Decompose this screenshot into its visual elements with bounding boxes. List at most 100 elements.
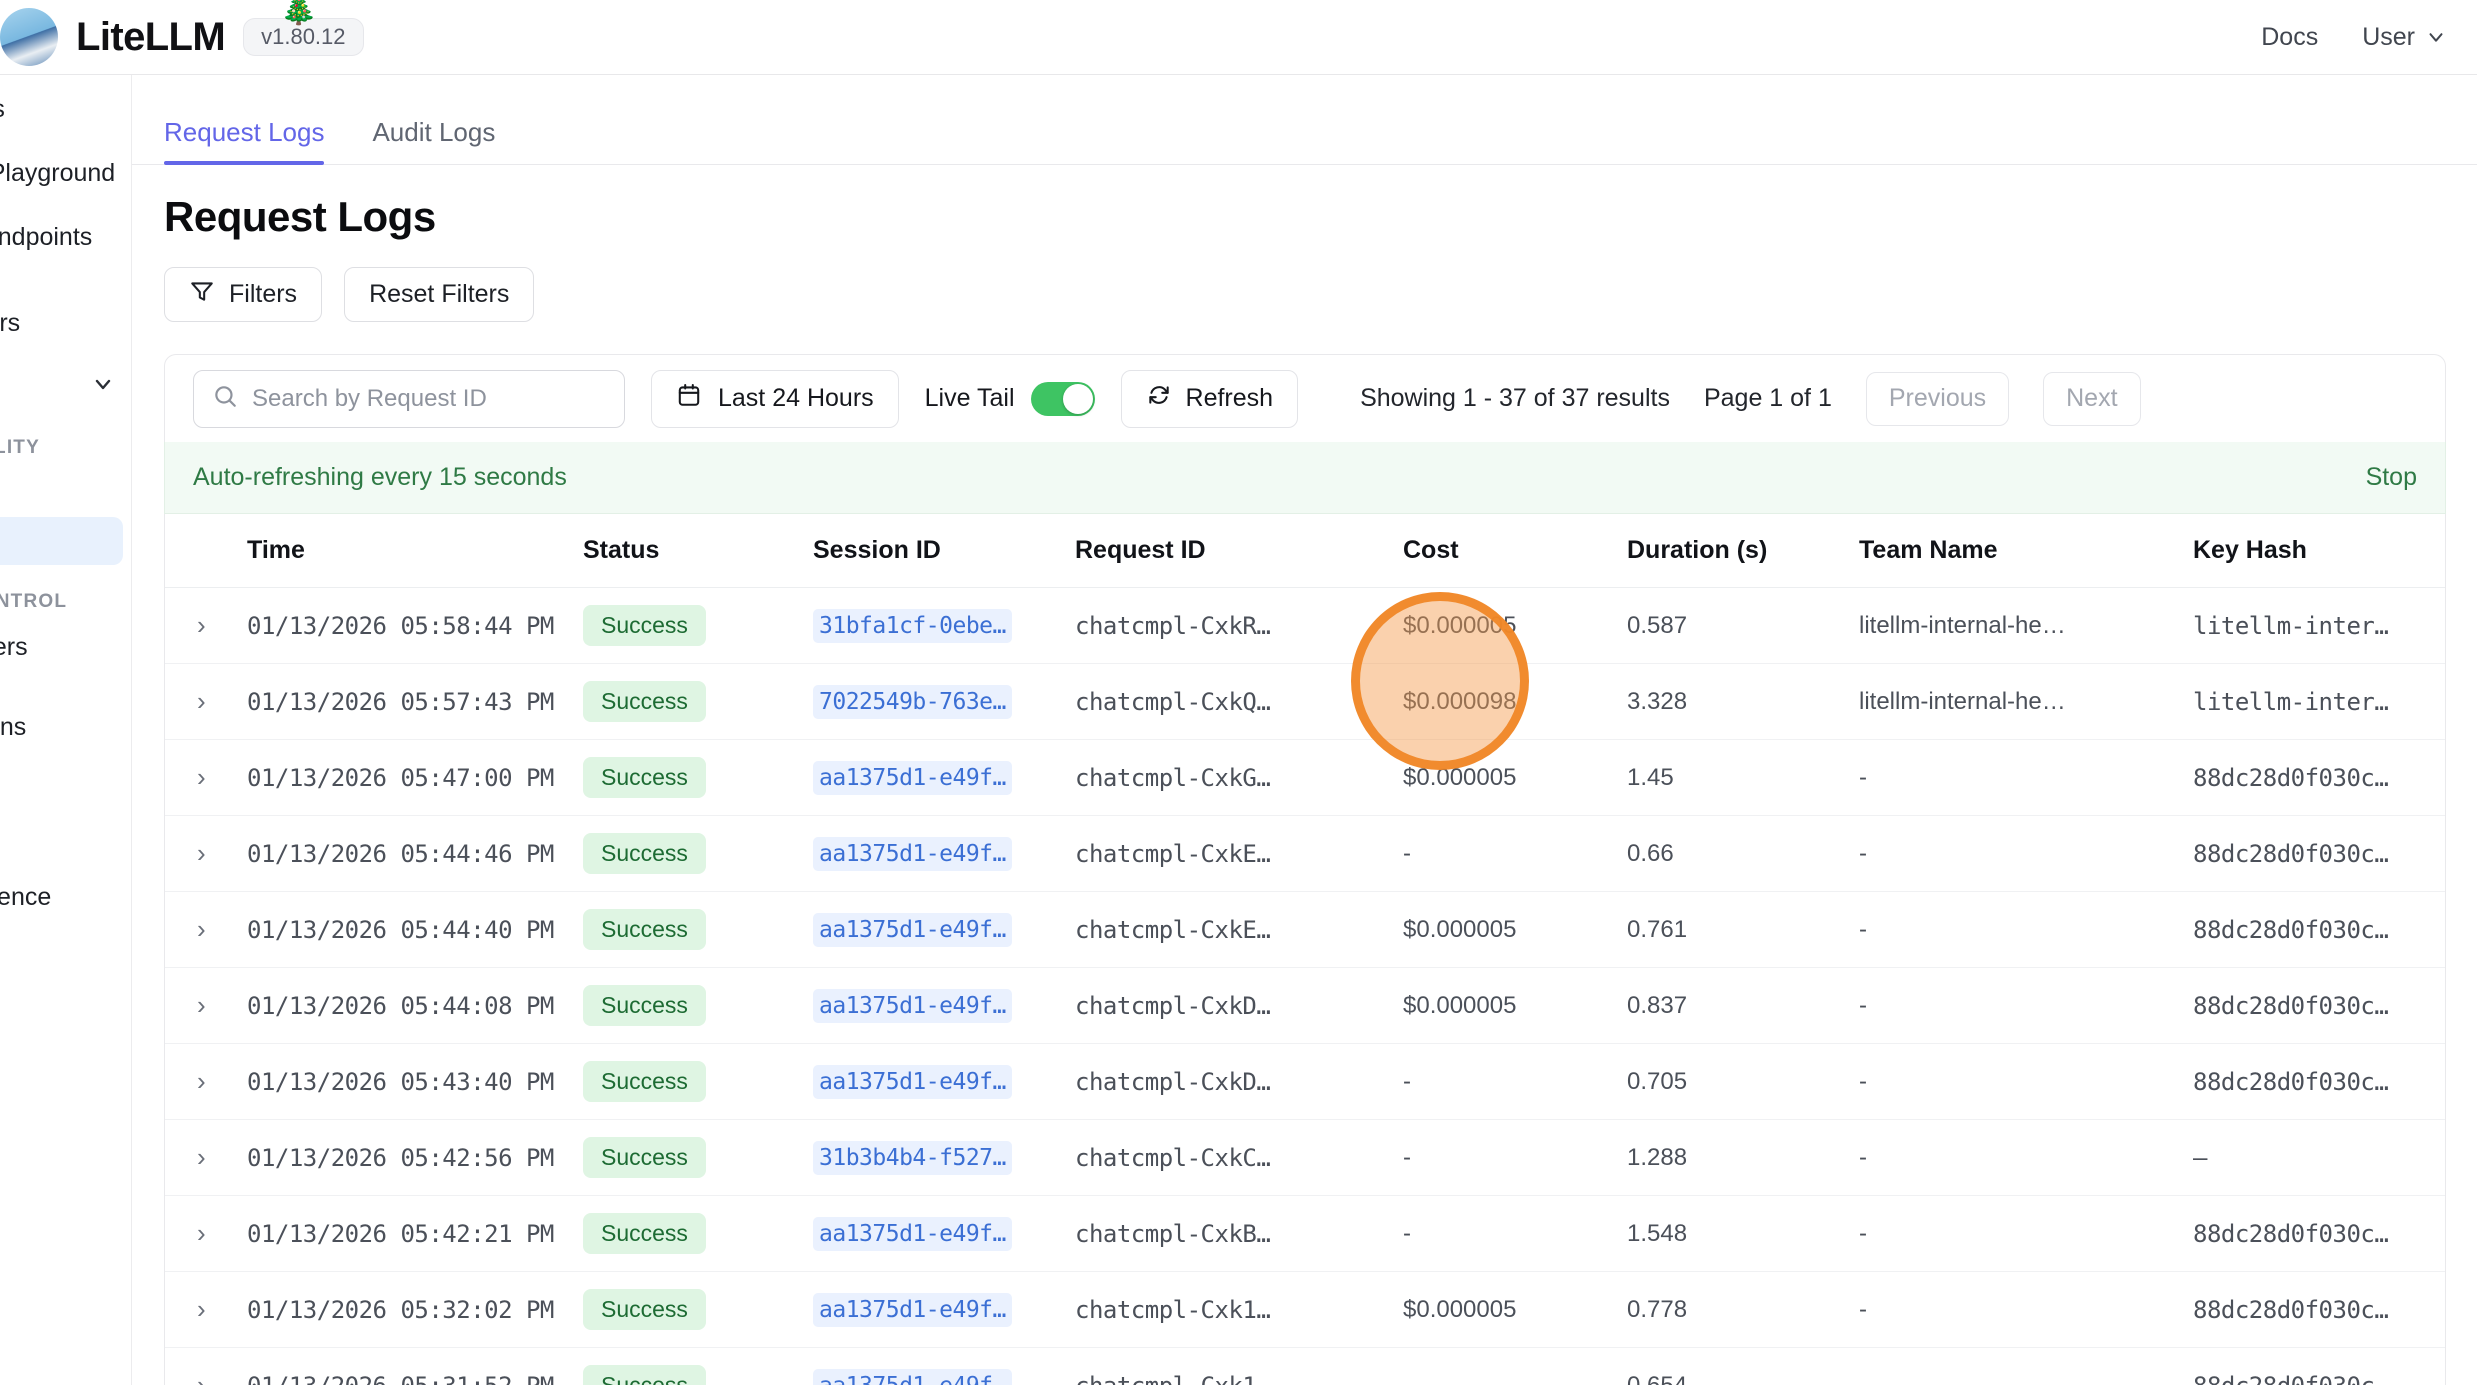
sidebar-item-organizations[interactable]: Organizations [0, 703, 131, 751]
cell-session-id[interactable]: aa1375d1-e49f… [813, 1347, 1075, 1385]
table-row[interactable]: › 01/13/2026 05:44:40 PM Success aa1375d1-e… [165, 891, 2445, 968]
expand-row-icon[interactable]: › [197, 762, 206, 792]
cell-session-id[interactable]: 31bfa1cf-0ebe… [813, 587, 1075, 664]
th-team-name[interactable]: Team Name [1859, 514, 2193, 588]
status-badge: Success [583, 757, 706, 798]
cell-session-id[interactable]: aa1375d1-e49f… [813, 1043, 1075, 1120]
expand-row-icon[interactable]: › [197, 1218, 206, 1248]
session-id-link[interactable]: aa1375d1-e49f… [813, 912, 1012, 947]
next-button[interactable]: Next [2043, 371, 2141, 426]
cell-session-id[interactable]: aa1375d1-e49f… [813, 967, 1075, 1044]
expand-row-icon[interactable]: › [197, 610, 206, 640]
search-input[interactable] [252, 384, 606, 413]
sidebar-item-internal-users[interactable]: Internal Users [0, 623, 131, 671]
sidebar-item-mcp-servers[interactable]: MCP Servers [0, 299, 131, 347]
sidebar-item-logs[interactable]: Logs [0, 517, 123, 565]
th-status[interactable]: Status [583, 514, 813, 588]
sidebar-item-new-feature[interactable]: New [0, 469, 131, 517]
session-id-link[interactable]: aa1375d1-e49f… [813, 1216, 1012, 1251]
cell-request-id: chatcmpl-CxkR… [1075, 587, 1403, 664]
expand-row-icon[interactable]: › [197, 1142, 206, 1172]
session-id-link[interactable]: aa1375d1-e49f… [813, 1368, 1012, 1385]
table-row[interactable]: › 01/13/2026 05:47:00 PM Success aa1375d1-e… [165, 739, 2445, 816]
session-id-link[interactable]: aa1375d1-e49f… [813, 1292, 1012, 1327]
session-id-link[interactable]: aa1375d1-e49f… [813, 836, 1012, 871]
table-row[interactable]: › 01/13/2026 05:43:40 PM Success aa1375d1-e… [165, 1043, 2445, 1120]
cell-session-id[interactable]: 31b3b4b4-f527… [813, 1119, 1075, 1196]
expand-row-icon[interactable]: › [197, 1066, 206, 1096]
cell-session-id[interactable]: 7022549b-763e… [813, 663, 1075, 740]
th-cost[interactable]: Cost [1403, 514, 1627, 588]
table-row[interactable]: › 01/13/2026 05:58:44 PM Success 31bfa1cf-0… [165, 587, 2445, 664]
expand-row-icon[interactable]: › [197, 990, 206, 1020]
cell-session-id[interactable]: aa1375d1-e49f… [813, 815, 1075, 892]
th-duration[interactable]: Duration (s) [1627, 514, 1859, 588]
tab-label: Audit Logs [372, 117, 496, 147]
table-row[interactable]: › 01/13/2026 05:44:46 PM Success aa1375d1-e… [165, 815, 2445, 892]
session-id-link[interactable]: aa1375d1-e49f… [813, 760, 1012, 795]
search-box[interactable] [193, 369, 625, 428]
cell-duration: 1.288 [1627, 1119, 1859, 1196]
table-row[interactable]: › 01/13/2026 05:42:56 PM Success 31b3b4b4-f… [165, 1119, 2445, 1196]
sidebar: Virtual Keys Test Key / Playground Model… [0, 75, 132, 1385]
session-id-link[interactable]: aa1375d1-e49f… [813, 988, 1012, 1023]
expand-row-icon[interactable]: › [197, 914, 206, 944]
session-id-link[interactable]: aa1375d1-e49f… [813, 1064, 1012, 1099]
th-request-id[interactable]: Request ID [1075, 514, 1403, 588]
table-row[interactable]: › 01/13/2026 05:44:08 PM Success aa1375d1-e… [165, 967, 2445, 1044]
sidebar-item-models-endpoints[interactable]: Models + Endpoints [0, 213, 131, 261]
docs-link[interactable]: Docs [2261, 22, 2319, 51]
reset-filters-button[interactable]: Reset Filters [344, 267, 535, 322]
cell-status: Success [583, 1271, 813, 1348]
sidebar-item-virtual-keys[interactable]: Virtual Keys [0, 85, 131, 133]
session-id-link[interactable]: 31bfa1cf-0ebe… [813, 608, 1012, 643]
table-row[interactable]: › 01/13/2026 05:42:21 PM Success aa1375d1-e… [165, 1195, 2445, 1272]
session-id-link[interactable]: 7022549b-763e… [813, 684, 1012, 719]
th-time[interactable]: Time [247, 514, 583, 588]
expand-row-icon[interactable]: › [197, 1370, 206, 1385]
cell-session-id[interactable]: aa1375d1-e49f… [813, 891, 1075, 968]
sidebar-item-label: Models + Endpoints [0, 222, 93, 251]
cell-key-hash: 88dc28d0f030c… [2193, 891, 2445, 968]
cell-duration: 0.587 [1627, 587, 1859, 664]
brand[interactable]: LiteLLM 🎄 v1.80.12 [0, 0, 364, 66]
cell-request-id: chatcmpl-Cxk1… [1075, 1347, 1403, 1385]
refresh-button[interactable]: Refresh [1120, 369, 1299, 428]
table-row[interactable]: › 01/13/2026 05:32:02 PM Success aa1375d1-e… [165, 1271, 2445, 1348]
table-row[interactable]: › 01/13/2026 05:57:43 PM Success 7022549b-7… [165, 663, 2445, 740]
cell-time: 01/13/2026 05:31:52 PM [247, 1347, 583, 1385]
previous-button[interactable]: Previous [1865, 371, 2010, 426]
filters-button[interactable]: Filters [164, 267, 323, 322]
cell-status: Success [583, 663, 813, 740]
chevron-down-icon[interactable] [91, 372, 115, 402]
cell-time: 01/13/2026 05:57:43 PM [247, 663, 583, 740]
version-badge: 🎄 v1.80.12 [243, 0, 364, 56]
cell-cost: - [1403, 1043, 1627, 1120]
live-tail-control[interactable]: Live Tail [925, 381, 1095, 416]
cell-session-id[interactable]: aa1375d1-e49f… [813, 1271, 1075, 1348]
th-session-id[interactable]: Session ID [813, 514, 1075, 588]
cell-team-name: - [1859, 967, 2193, 1044]
refresh-label: Refresh [1185, 384, 1274, 412]
expand-row-icon[interactable]: › [197, 1294, 206, 1324]
tab-audit-logs[interactable]: Audit Logs [372, 117, 495, 164]
chevron-down-icon [2425, 26, 2447, 48]
expand-row-icon[interactable]: › [197, 686, 206, 716]
live-tail-toggle[interactable] [1030, 381, 1095, 416]
stop-auto-refresh-button[interactable]: Stop [2365, 463, 2417, 491]
sidebar-item-teams[interactable]: Teams [0, 767, 131, 815]
sidebar-item-label: Test Key / Playground [0, 158, 116, 187]
user-menu[interactable]: User [2362, 23, 2447, 52]
cell-time: 01/13/2026 05:44:40 PM [247, 891, 583, 968]
session-id-link[interactable]: 31b3b4b4-f527… [813, 1140, 1012, 1175]
date-range-button[interactable]: Last 24 Hours [651, 369, 899, 428]
th-key-hash[interactable]: Key Hash [2193, 514, 2445, 588]
sidebar-item-model-inference[interactable]: Model Inference [0, 873, 131, 921]
expand-row-icon[interactable]: › [197, 838, 206, 868]
cell-session-id[interactable]: aa1375d1-e49f… [813, 739, 1075, 816]
tab-request-logs[interactable]: Request Logs [164, 117, 325, 165]
sidebar-item-test-key[interactable]: Test Key / Playground [0, 149, 131, 197]
sidebar-item-guardrails[interactable]: Guardrails [0, 363, 131, 411]
cell-session-id[interactable]: aa1375d1-e49f… [813, 1195, 1075, 1272]
